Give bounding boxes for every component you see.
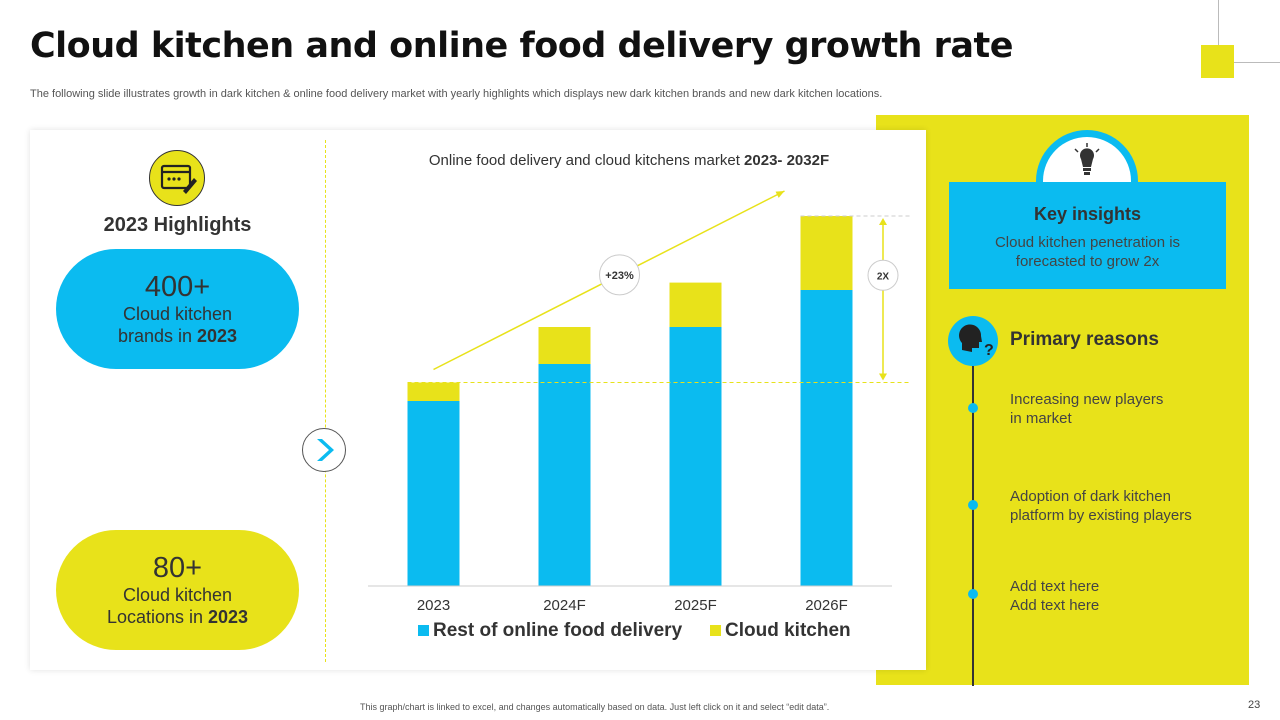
x-tick-label: 2025F (674, 597, 717, 614)
legend-label-cloud: Cloud kitchen (725, 620, 851, 641)
brands-label-line1: Cloud kitchen (122, 304, 233, 324)
corner-line-vertical (1218, 0, 1219, 64)
reason-item: Increasing new players in market (1010, 391, 1164, 427)
highlights-title: 2023 Highlights (103, 214, 252, 236)
multiplier-badge (867, 259, 899, 291)
footer-note: This graph/chart is linked to excel, and… (360, 702, 830, 712)
growth-arrowhead (775, 191, 785, 198)
growth-label: +23% (605, 270, 634, 282)
multiplier-label: 2X (877, 271, 890, 282)
growth-badge (599, 254, 641, 296)
multiplier-arrowhead-bottom (879, 373, 887, 381)
brands-label-line2: brands in 2023 (117, 326, 238, 346)
legend-label-rest: Rest of online food delivery (433, 620, 683, 641)
locations-highlight: 80+ Cloud kitchen Locations in 2023 (56, 530, 299, 650)
key-insights-title: Key insights (1033, 204, 1142, 224)
bar-rest-of-delivery (669, 327, 722, 586)
bar-rest-of-delivery (800, 290, 853, 586)
locations-label-line1: Cloud kitchen (122, 585, 233, 605)
locations-number: 80+ (152, 552, 203, 584)
bar-rest-of-delivery (538, 364, 591, 586)
bar-cloud-kitchen (669, 282, 722, 327)
x-tick-label: 2023 (417, 597, 450, 614)
page-title: Cloud kitchen and online food delivery g… (30, 26, 1014, 66)
bar-cloud-kitchen (538, 327, 591, 364)
bar-rest-of-delivery (407, 401, 460, 586)
brands-highlight: 400+ Cloud kitchen brands in 2023 (56, 249, 299, 369)
x-tick-label: 2026F (805, 597, 848, 614)
chevron-right-icon (302, 428, 346, 472)
x-tick-label: 2024F (543, 597, 586, 614)
stacked-bar-chart: 2023 2024F 2025F 2026F 2X +23% Rest of online … (368, 190, 910, 641)
multiplier-arrowhead-top (879, 218, 887, 225)
timeline-dot (968, 500, 978, 510)
brands-number: 400+ (144, 271, 211, 303)
chart-title: Online food delivery and cloud kitchens … (428, 152, 830, 169)
reasons-timeline (972, 366, 974, 686)
key-insights-box: Key insights Cloud kitchen penetration i… (949, 182, 1226, 289)
legend-swatch-cloud (710, 625, 721, 636)
lightbulb-icon (1043, 137, 1131, 185)
timeline-dot (968, 403, 978, 413)
primary-reasons-title: Primary reasons (1010, 329, 1159, 350)
page-subtitle: The following slide illustrates growth i… (30, 88, 883, 100)
corner-line-horizontal (1232, 62, 1280, 63)
reason-item: Adoption of dark kitchen platform by exis… (1010, 488, 1192, 524)
page-number: 23 (1248, 699, 1261, 711)
timeline-dot (968, 589, 978, 599)
bar-cloud-kitchen (800, 216, 853, 290)
key-insights-text: Cloud kitchen penetration is forecasted … (994, 234, 1181, 270)
locations-label-line2: Locations in 2023 (106, 607, 249, 627)
bar-cloud-kitchen (407, 382, 460, 401)
svg-text:?: ? (984, 342, 994, 359)
head-question-icon: ? (948, 316, 998, 366)
legend-swatch-rest (418, 625, 429, 636)
corner-square (1201, 45, 1234, 78)
reason-item: Add text here Add text here (1010, 578, 1100, 614)
calendar-icon (149, 150, 205, 206)
dashed-divider (325, 140, 326, 662)
